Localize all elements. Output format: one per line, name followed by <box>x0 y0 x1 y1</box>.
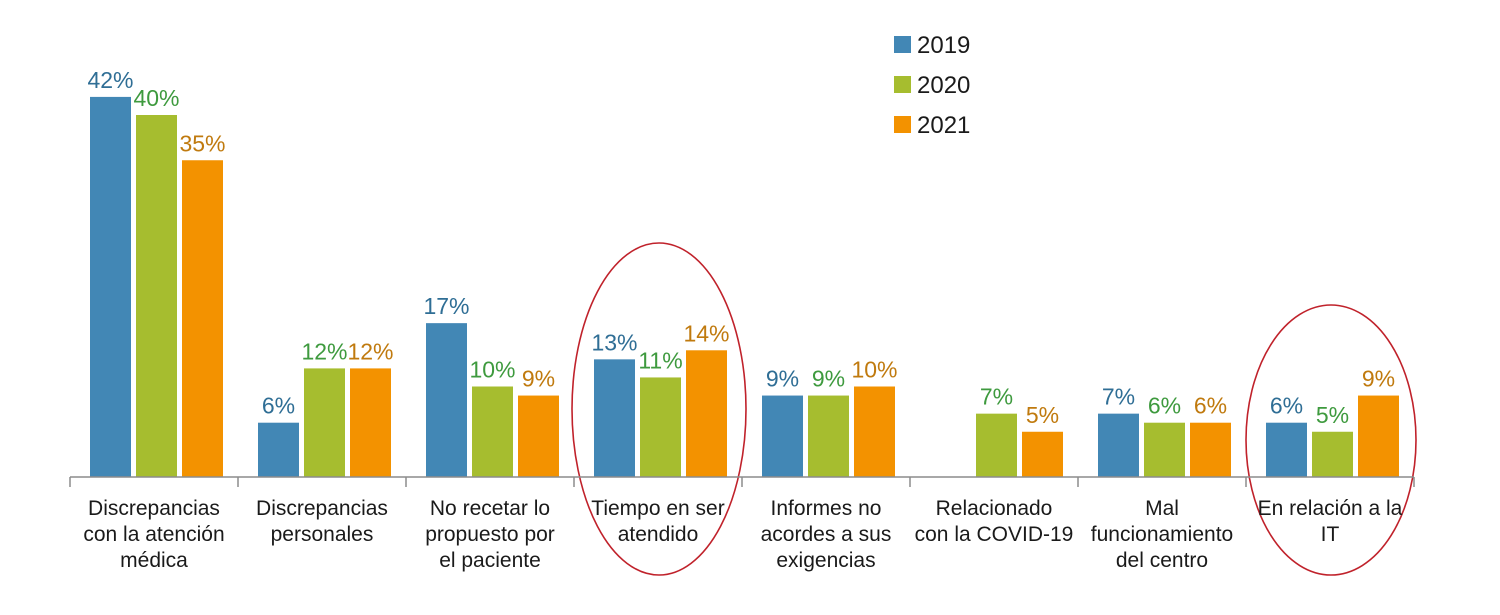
data-label: 6% <box>1194 393 1227 419</box>
bar-2019-2 <box>426 323 467 477</box>
bar-2020-3 <box>640 377 681 477</box>
data-labels: 42% 6% 17% 13% 9% 7% 6% 40% 12% 10% 11% 9% 7% 6% 5% 35%… <box>87 67 1395 428</box>
bar-2020-0 <box>136 115 177 477</box>
bar-2019-1 <box>258 422 299 477</box>
data-label: 12% <box>347 338 393 364</box>
bar-2019-0 <box>90 96 131 478</box>
category-label: Discrepancias con la atención médica <box>83 497 224 572</box>
highlight-circle <box>1245 304 1417 576</box>
bar-2021-0 <box>182 160 223 477</box>
data-label: 9% <box>522 366 555 392</box>
bar-2020-7 <box>1312 431 1353 477</box>
category-label: Tiempo en ser atendido <box>591 497 724 546</box>
category-label: Discrepancias personales <box>256 497 388 546</box>
category-label: Informes no acordes a sus exigencias <box>761 497 892 572</box>
highlight-circle <box>571 242 747 576</box>
legend: 2019 2020 2021 <box>894 32 970 139</box>
data-label: 40% <box>133 85 179 111</box>
x-axis <box>69 476 1415 487</box>
bar-2020-4 <box>808 395 849 477</box>
data-label: 6% <box>262 393 295 419</box>
highlight-circles <box>571 242 1417 576</box>
data-label: 6% <box>1270 393 1303 419</box>
data-label: 6% <box>1148 393 1181 419</box>
category-label: Mal funcionamiento del centro <box>1091 497 1233 572</box>
bar-2020-2 <box>472 386 513 477</box>
data-label: 9% <box>1362 366 1395 392</box>
data-label: 9% <box>812 366 845 392</box>
bar-2021-5 <box>1022 431 1063 477</box>
data-label: 7% <box>980 384 1013 410</box>
legend-label-2020: 2020 <box>917 72 970 99</box>
bar-2020-1 <box>304 368 345 477</box>
data-label: 11% <box>638 347 682 373</box>
legend-label-2019: 2019 <box>917 32 970 59</box>
bar-2021-7 <box>1358 395 1399 477</box>
bars <box>90 96 1399 478</box>
legend-label-2021: 2021 <box>917 112 970 139</box>
data-label: 10% <box>469 357 515 383</box>
category-labels: Discrepancias con la atención médica Discre… <box>83 497 1402 572</box>
data-label: 35% <box>179 130 225 156</box>
category-label: En relación a la IT <box>1258 497 1403 546</box>
data-label: 13% <box>591 329 637 355</box>
data-label: 12% <box>301 338 347 364</box>
bar-2019-6 <box>1098 413 1139 477</box>
data-label: 42% <box>87 67 133 93</box>
category-label: Relacionado con la COVID-19 <box>915 497 1074 546</box>
data-label: 7% <box>1102 384 1135 410</box>
bar-2021-6 <box>1190 422 1231 477</box>
legend-swatch-2021 <box>894 116 911 133</box>
bar-2021-1 <box>350 368 391 477</box>
category-label: No recetar lo propuesto por el paciente <box>425 497 555 572</box>
data-label: 10% <box>851 357 897 383</box>
bar-2020-5 <box>976 413 1017 477</box>
data-label: 17% <box>423 293 469 319</box>
legend-swatch-2019 <box>894 36 911 53</box>
bar-2019-3 <box>594 359 635 477</box>
legend-swatch-2020 <box>894 76 911 93</box>
bar-2020-6 <box>1144 422 1185 477</box>
bar-2019-4 <box>762 395 803 477</box>
bar-2021-3 <box>686 350 727 477</box>
bar-2019-7 <box>1266 422 1307 477</box>
data-label: 14% <box>683 320 729 346</box>
bar-2021-2 <box>518 395 559 477</box>
data-label: 5% <box>1026 402 1059 428</box>
data-label: 9% <box>766 366 799 392</box>
bar-2021-4 <box>854 386 895 477</box>
data-label: 5% <box>1316 402 1349 428</box>
